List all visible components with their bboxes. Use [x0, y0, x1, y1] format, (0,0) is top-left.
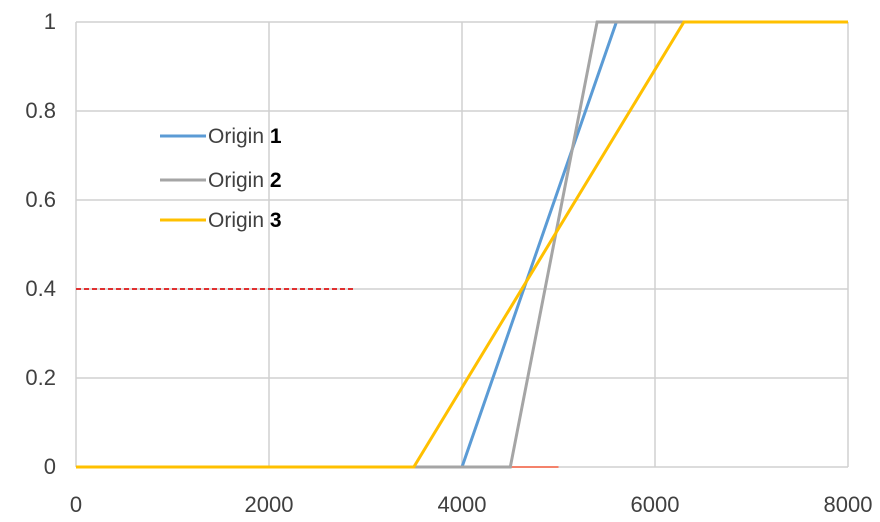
legend-label-origin-1: Origin 1 — [208, 125, 282, 148]
axis-tick-labels: 0 0.2 0.4 0.6 0.8 1 0 2000 4000 6000 8000 — [25, 9, 872, 517]
y-tick-label-2: 0.4 — [25, 276, 56, 301]
series-lines — [76, 20, 848, 469]
y-tick-label-1: 0.2 — [25, 365, 56, 390]
x-tick-label-2: 4000 — [438, 492, 487, 517]
y-tick-label-3: 0.6 — [25, 187, 56, 212]
x-tick-label-4: 8000 — [824, 492, 873, 517]
series-line-origin-3 — [76, 20, 848, 469]
y-tick-label-4: 0.8 — [25, 98, 56, 123]
legend: Origin 1 Origin 2 Origin 3 — [160, 125, 282, 232]
y-tick-label-5: 1 — [44, 9, 56, 34]
x-tick-label-1: 2000 — [245, 492, 294, 517]
x-tick-label-3: 6000 — [631, 492, 680, 517]
x-tick-label-0: 0 — [70, 492, 82, 517]
legend-label-origin-2: Origin 2 — [208, 169, 282, 192]
annotations — [76, 288, 559, 468]
y-tick-label-0: 0 — [44, 454, 56, 479]
legend-label-origin-3: Origin 3 — [208, 209, 282, 232]
